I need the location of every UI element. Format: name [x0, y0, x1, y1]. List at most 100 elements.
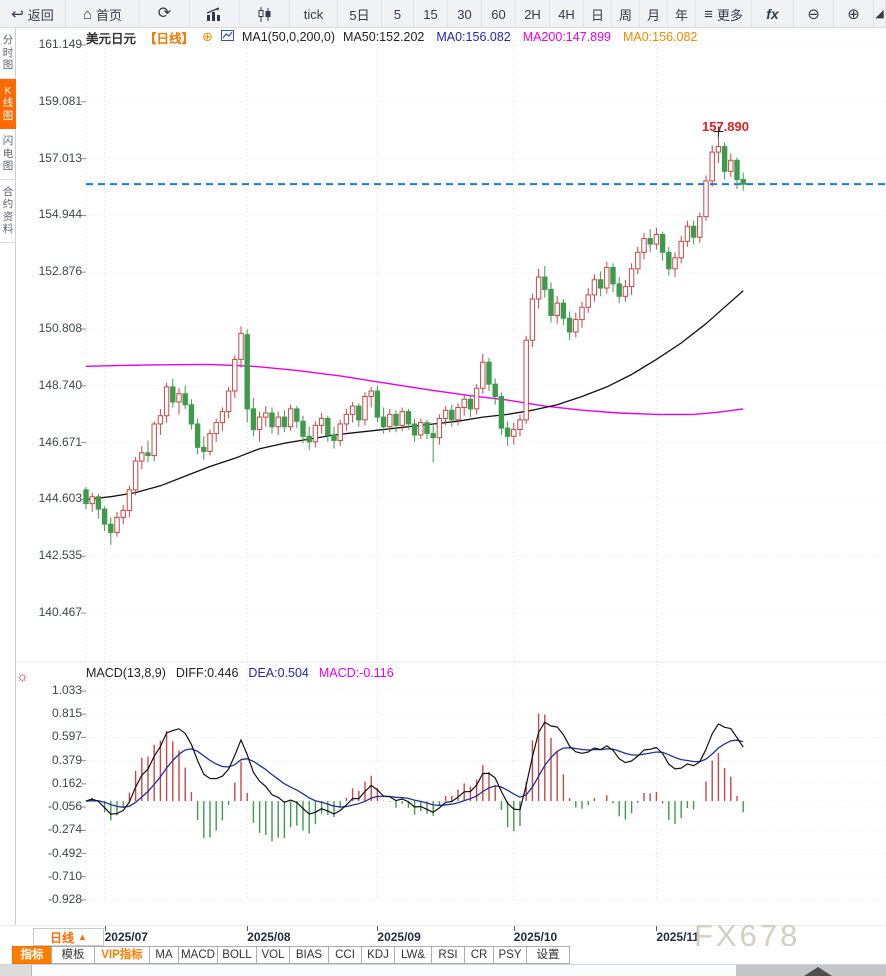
macd-axis-label: 1.033 — [51, 683, 82, 697]
month-label: 2025/10 — [513, 930, 558, 944]
toolbar-home[interactable]: ⌂ 首页 — [66, 0, 140, 28]
high-price-annotation: 157.890 — [702, 119, 749, 134]
macd-dea-value: DEA:0.504 — [248, 666, 309, 680]
toolbar-5日[interactable]: 5日 — [338, 0, 382, 28]
macd-axis-label: -0.492 — [47, 845, 82, 860]
month-label: 2025/09 — [377, 930, 421, 944]
indicator-tab-VIP指标[interactable]: VIP指标 — [94, 946, 150, 964]
ma-value: MA0:156.082 — [622, 30, 698, 44]
chart-header: 美元日元 【日线】 ⊕ MA1(50,0,200,0) MA50:152.202… — [86, 29, 709, 46]
sidebar-tab[interactable]: 分 时 图 — [0, 28, 16, 79]
indicator-tab-BOLL[interactable]: BOLL — [217, 946, 257, 964]
toolbar-bar-chart[interactable] — [190, 0, 240, 28]
toolbar-menu[interactable]: ≡ 更多 — [696, 0, 752, 28]
indicator-tab-模板[interactable]: 模板 — [51, 946, 95, 964]
toolbar-60[interactable]: 60 — [482, 0, 516, 28]
month-label: 2025/08 — [247, 930, 291, 944]
macd-axis-label: 0.162 — [51, 775, 82, 790]
month-label: 2025/07 — [104, 930, 148, 944]
macd-axis-label: 0.815 — [51, 706, 82, 721]
price-axis-label: 161.149 — [38, 37, 82, 51]
toolbar-周[interactable]: 周 — [612, 0, 640, 28]
toolbar-back-arrow[interactable]: ↩ 返回 — [0, 0, 66, 28]
indicator-toolbar: 指标 模板 VIP指标 MA MACD BOLL VOL BIAS CCI KDJ LW& RSI CR… — [12, 946, 570, 964]
toolbar-tick[interactable]: tick — [290, 0, 338, 28]
period-selector-label: 日线 — [50, 930, 75, 945]
ma-value: MA50:152.202 — [343, 30, 425, 44]
toolbar-日[interactable]: 日 — [584, 0, 612, 28]
indicator-tab-RSI[interactable]: RSI — [431, 946, 465, 964]
bottom-scrollbar — [0, 964, 886, 976]
indicator-tab-VOL[interactable]: VOL — [256, 946, 290, 964]
price-axis-label: 159.081 — [38, 93, 82, 108]
candlestick-macd-chart[interactable] — [16, 28, 886, 925]
sidebar-tab[interactable]: K 线 图 — [0, 78, 16, 129]
price-axis-label: 157.013 — [38, 150, 82, 165]
ma-value: MA200:147.899 — [522, 30, 611, 44]
indicator-tab-BIAS[interactable]: BIAS — [289, 946, 329, 964]
indicator-tab-CR[interactable]: CR — [464, 946, 494, 964]
macd-axis-label: -0.056 — [47, 799, 82, 814]
macd-bar-value: MACD:-0.116 — [318, 666, 394, 680]
ma-values: MA50:152.202 MA0:156.082 MA200:147.899 MA0:… — [343, 30, 709, 44]
indicator-settings-icon[interactable]: ☼ — [16, 668, 29, 684]
price-axis-label: 140.467 — [38, 605, 82, 619]
sidebar-tab[interactable]: 合 约 资 料 — [0, 180, 16, 243]
macd-axis-label: -0.928 — [47, 891, 82, 906]
toolbar-15[interactable]: 15 — [414, 0, 448, 28]
period-selector[interactable]: 日线 ▲ — [33, 928, 104, 946]
month-tick — [513, 926, 515, 931]
scroll-up-triangle-icon — [804, 967, 832, 976]
time-axis-row: 日线 ▲ 2025/07 2025/08 2025/09 2025/10 2025/11 — [0, 925, 886, 946]
period-label: 【日线】 — [144, 31, 195, 46]
macd-title: MACD(13,8,9) — [86, 666, 166, 680]
indicator-tab-设置[interactable]: 设置 — [526, 946, 570, 964]
toolbar-fx[interactable]: fx — [752, 0, 794, 28]
symbol-name: 美元日元 — [86, 31, 137, 46]
month-tick — [247, 926, 249, 931]
macd-axis-label: 0.597 — [51, 729, 82, 744]
toolbar-月[interactable]: 月 — [640, 0, 668, 28]
indicator-tab-CCI[interactable]: CCI — [328, 946, 362, 964]
month-tick — [104, 926, 106, 931]
toolbar-draw[interactable]: ◢ — [874, 0, 886, 28]
toolbar-5[interactable]: 5 — [382, 0, 414, 28]
top-toolbar: ↩ 返回 ⌂ 首页 ⟳ tick 5日 5 15 30 60 2H 4H 日周月年 ≡ 更多 fx ⊖ ⊕ ◢ — [0, 0, 886, 28]
toolbar-2H[interactable]: 2H — [516, 0, 550, 28]
month-label: 2025/11 — [656, 930, 700, 944]
sidebar-tab[interactable]: 闪 电 图 — [0, 129, 16, 180]
indicator-tab-指标[interactable]: 指标 — [12, 946, 52, 964]
indicator-tab-PSY[interactable]: PSY — [493, 946, 527, 964]
macd-header: MACD(13,8,9) DIFF:0.446 DEA:0.504 MACD:-… — [86, 666, 394, 680]
toolbar-candlestick[interactable] — [240, 0, 290, 28]
indicator-tab-LW&[interactable]: LW& — [394, 946, 432, 964]
price-axis-label: 144.603 — [38, 491, 82, 506]
price-axis-label: 152.876 — [38, 264, 82, 279]
price-axis-label: 146.671 — [38, 434, 82, 449]
toolbar-zoom-out[interactable]: ⊖ — [794, 0, 834, 28]
toolbar-4H[interactable]: 4H — [550, 0, 584, 28]
ma-settings: MA1(50,0,200,0) — [241, 30, 336, 44]
toolbar-refresh[interactable]: ⟳ — [140, 0, 190, 28]
scrollbar-handle[interactable] — [736, 965, 886, 976]
macd-axis-label: -0.274 — [47, 822, 82, 837]
price-axis-label: 142.535 — [38, 548, 82, 563]
add-favorite-icon[interactable]: ⊕ — [202, 29, 213, 44]
toolbar-30[interactable]: 30 — [448, 0, 482, 28]
ma-value: MA0:156.082 — [436, 30, 511, 44]
indicator-tab-KDJ[interactable]: KDJ — [361, 946, 395, 964]
price-axis-label: 148.740 — [38, 377, 82, 392]
line-chart-icon[interactable] — [220, 30, 234, 44]
toolbar-年[interactable]: 年 — [668, 0, 696, 28]
macd-axis-label: 0.379 — [51, 752, 82, 767]
month-tick — [377, 926, 379, 931]
price-axis-label: 154.944 — [38, 207, 82, 222]
toolbar-zoom-in[interactable]: ⊕ — [834, 0, 874, 28]
scrollbar-corner-box — [0, 965, 32, 976]
indicator-tab-MA[interactable]: MA — [149, 946, 179, 964]
chevron-up-icon: ▲ — [78, 932, 87, 942]
indicator-tab-MACD[interactable]: MACD — [178, 946, 218, 964]
price-axis-label: 150.808 — [38, 321, 82, 335]
